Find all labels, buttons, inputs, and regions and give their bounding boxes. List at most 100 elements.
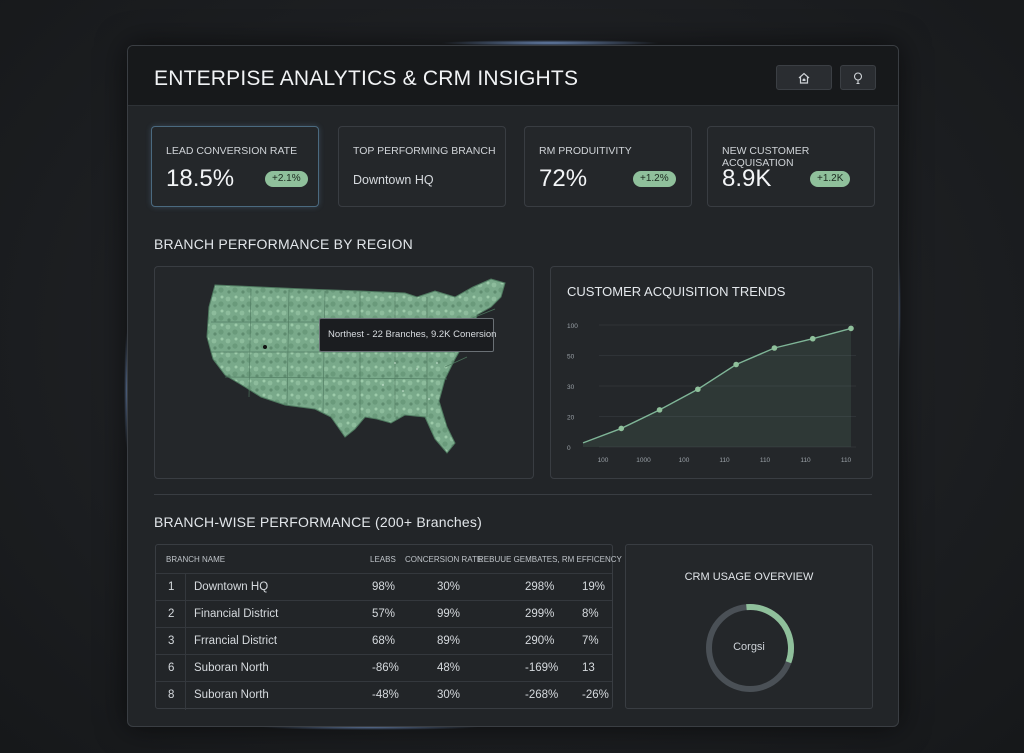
kpi-label: TOP PERFORMING BRANCH	[353, 145, 496, 157]
cell-name: Suboran North	[194, 689, 269, 701]
cell-num: 2	[168, 608, 175, 620]
cell-conv: 30%	[437, 581, 461, 593]
column-header-revenue-efficiency[interactable]: REBUUE GEMBATES, RM EFFICENCY	[478, 555, 622, 564]
cell-eff: -26%	[582, 689, 609, 701]
cell-rev: 290%	[525, 635, 555, 647]
home-icon	[798, 72, 810, 84]
kpi-label: RM PRODUITIVITY	[539, 145, 632, 157]
series-area	[583, 328, 851, 447]
cell-conv: 30%	[437, 689, 461, 701]
kpi-value: Downtown HQ	[353, 173, 434, 187]
kpi-card-lead-conversion[interactable]: LEAD CONVERSION RATE 18.5% +2.1%	[151, 126, 319, 207]
donut-title: CRM USAGE OVERVIEW	[684, 571, 814, 583]
cell-eff: 19%	[582, 581, 606, 593]
y-tick-label: 0	[567, 445, 571, 452]
glow-accent-top	[440, 40, 660, 46]
table-row[interactable]: 6 Suboran North -86% 48% -169% 13	[156, 654, 612, 681]
row-number-divider	[185, 573, 186, 710]
ideas-button[interactable]	[840, 65, 876, 90]
kpi-value: 8.9K	[722, 165, 772, 192]
cell-eff: 13	[582, 662, 595, 674]
kpi-card-new-customers[interactable]: NEW CUSTOMER ACQUISATION 8.9K +1.2K	[707, 126, 875, 207]
x-tick-label: 1000	[636, 457, 651, 464]
cell-leads: 68%	[372, 635, 396, 647]
kpi-value: 72%	[539, 165, 588, 192]
cell-eff: 8%	[582, 608, 599, 620]
us-map-icon	[206, 278, 506, 454]
y-tick-label: 100	[567, 323, 578, 330]
table-row[interactable]: 1 Downtown HQ 98% 30% 298% 19%	[156, 573, 612, 600]
y-tick-label: 20	[567, 415, 575, 422]
y-tick-label: 50	[567, 354, 575, 361]
cell-num: 6	[168, 662, 175, 674]
cell-rev: 298%	[525, 581, 555, 593]
x-tick-label: 110	[800, 457, 811, 464]
cell-eff: 7%	[582, 635, 599, 647]
data-point	[848, 325, 854, 332]
data-point	[695, 386, 701, 393]
acquisition-trend-panel[interactable]: CUSTOMER ACQUISITION TRENDS 100 50 30 20 0 10…	[550, 266, 873, 479]
kpi-label: LEAD CONVERSION RATE	[166, 145, 298, 157]
map-section-title: BRANCH PERFORMANCE BY REGION	[154, 236, 413, 252]
usage-donut-chart	[706, 604, 794, 692]
cell-leads: 57%	[372, 608, 396, 620]
data-point	[771, 345, 778, 351]
x-tick-label: 100	[598, 457, 609, 464]
cell-num: 8	[168, 689, 175, 701]
column-header-leads[interactable]: LEABS	[370, 555, 396, 564]
cell-conv: 99%	[437, 608, 461, 620]
cell-name: Suboran North	[194, 662, 269, 674]
map-tooltip: Northest - 22 Branches, 9.2K Conersion	[319, 318, 496, 352]
cell-rev: -268%	[525, 689, 559, 701]
app-title: ENTERPISE ANALYTICS & CRM INSIGHTS	[154, 67, 579, 90]
cell-leads: 98%	[372, 581, 396, 593]
cell-leads: -48%	[372, 689, 399, 701]
lightbulb-icon	[853, 71, 863, 84]
cell-rev: -169%	[525, 662, 559, 674]
data-point	[733, 361, 739, 368]
data-point	[618, 425, 625, 432]
cell-num: 3	[168, 635, 175, 647]
title-bar: ENTERPISE ANALYTICS & CRM INSIGHTS	[128, 46, 898, 106]
branch-map-panel[interactable]: Northest - 22 Branches, 9.2K Conersion	[154, 266, 534, 479]
kpi-change-badge: +1.2%	[633, 171, 676, 187]
kpi-label: NEW CUSTOMER ACQUISATION	[722, 145, 810, 169]
data-point	[809, 335, 816, 342]
glow-accent-bottom	[260, 724, 480, 730]
x-tick-label: 110	[760, 457, 771, 464]
donut-center-label: Corgsi	[733, 641, 765, 653]
kpi-change-badge: +1.2K	[810, 171, 851, 187]
cell-conv: 89%	[437, 635, 461, 647]
data-point	[656, 407, 663, 413]
table-row[interactable]: 2 Financial District 57% 99% 299% 8%	[156, 600, 612, 627]
dashboard-window: ENTERPISE ANALYTICS & CRM INSIGHTS LEAD …	[127, 45, 899, 727]
cell-name: Downtown HQ	[194, 581, 269, 593]
cell-conv: 48%	[437, 662, 461, 674]
cell-name: Frrancial District	[194, 635, 278, 647]
cell-rev: 299%	[525, 608, 555, 620]
cell-num: 1	[168, 581, 175, 593]
column-header-conversion-rate[interactable]: CONCERSION RATE	[405, 555, 483, 564]
kpi-card-rm-productivity[interactable]: RM PRODUITIVITY 72% +1.2%	[524, 126, 692, 207]
x-tick-label: 100	[679, 457, 690, 464]
crm-usage-panel[interactable]: CRM USAGE OVERVIEW Corgsi	[625, 544, 873, 709]
donut-segment	[706, 604, 794, 692]
x-tick-label: 110	[841, 457, 852, 464]
cell-leads: -86%	[372, 662, 399, 674]
chart-title: CUSTOMER ACQUISITION TRENDS	[567, 284, 786, 299]
table-row[interactable]: 8 Suboran North -48% 30% -268% -26%	[156, 681, 612, 708]
trend-chart-svg: 100 50 30 20 0 100 1000 100 110 110 110 110	[567, 323, 856, 464]
section-divider	[154, 494, 872, 495]
kpi-change-badge: +2.1%	[265, 171, 308, 187]
table-row[interactable]: 3 Frrancial District 68% 89% 290% 7%	[156, 627, 612, 654]
x-tick-label: 110	[719, 457, 730, 464]
kpi-value: 18.5%	[166, 165, 235, 192]
branch-table: BRANCH NAME LEABS CONCERSION RATE REBUUE…	[155, 544, 622, 710]
column-header-branch-name[interactable]: BRANCH NAME	[166, 555, 226, 564]
table-section-title: BRANCH-WISE PERFORMANCE (200+ Branches)	[154, 514, 482, 530]
cell-name: Financial District	[194, 608, 279, 620]
kpi-card-top-branch[interactable]: TOP PERFORMING BRANCH Downtown HQ	[338, 126, 506, 207]
series-line	[582, 327, 852, 444]
home-button[interactable]	[776, 65, 832, 90]
y-tick-label: 30	[567, 384, 575, 391]
